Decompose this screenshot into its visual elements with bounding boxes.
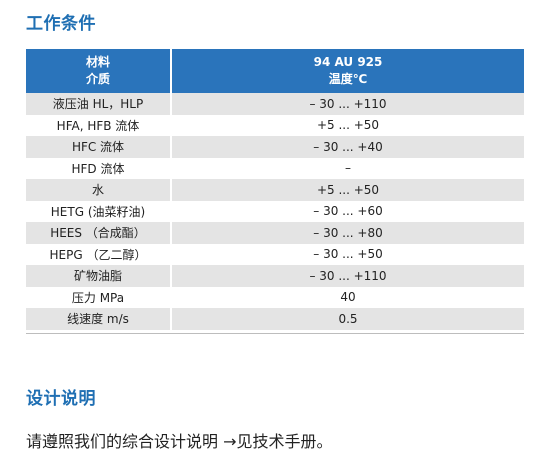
table-row: HFA, HFB 流体 +5 ... +50 — [26, 114, 524, 136]
header-material-medium: 材料 介质 — [26, 49, 172, 93]
row-medium-name: HEPG （乙二醇） — [26, 243, 172, 265]
row-temperature-value: 40 — [171, 286, 524, 308]
table-row: 液压油 HL，HLP – 30 ... +110 — [26, 93, 524, 115]
row-temperature-value: 0.5 — [171, 308, 524, 330]
row-medium-name: HFC 流体 — [26, 136, 172, 158]
header-medium-label: 介质 — [85, 72, 110, 86]
row-medium-name: 压力 MPa — [26, 286, 172, 308]
row-temperature-value: – 30 ... +50 — [171, 243, 524, 265]
row-medium-name: HETG (油菜籽油) — [26, 200, 172, 222]
row-medium-name: HFD 流体 — [26, 157, 172, 179]
table-row: HEPG （乙二醇） – 30 ... +50 — [26, 243, 524, 265]
table-row: 水 +5 ... +50 — [26, 179, 524, 201]
header-temperature-label: 温度℃ — [328, 72, 368, 86]
table-row: HFC 流体 – 30 ... +40 — [26, 136, 524, 158]
design-notes-text: 请遵照我们的综合设计说明 →见技术手册。 — [26, 432, 333, 451]
section-title-operating-conditions: 工作条件 — [26, 14, 96, 34]
operating-conditions-table: 材料 介质 94 AU 925 温度℃ 液压油 HL，HLP – 30 ... +… — [26, 49, 524, 330]
row-temperature-value: +5 ... +50 — [171, 179, 524, 201]
row-temperature-value: – 30 ... +80 — [171, 222, 524, 244]
header-compound-label: 94 AU 925 — [313, 55, 383, 69]
row-medium-name: 线速度 m/s — [26, 308, 172, 330]
row-temperature-value: – — [171, 157, 524, 179]
table-row: 压力 MPa 40 — [26, 286, 524, 308]
table-row: HEES （合成酯） – 30 ... +80 — [26, 222, 524, 244]
table-bottom-border — [26, 333, 524, 334]
row-medium-name: 液压油 HL，HLP — [26, 93, 172, 115]
row-temperature-value: – 30 ... +110 — [171, 93, 524, 115]
table-row: HFD 流体 – — [26, 157, 524, 179]
header-compound-temperature: 94 AU 925 温度℃ — [171, 49, 524, 93]
table-header-row: 材料 介质 94 AU 925 温度℃ — [26, 49, 524, 93]
row-temperature-value: +5 ... +50 — [171, 114, 524, 136]
section-title-design-notes: 设计说明 — [26, 389, 96, 409]
row-temperature-value: – 30 ... +60 — [171, 200, 524, 222]
row-medium-name: HFA, HFB 流体 — [26, 114, 172, 136]
row-medium-name: HEES （合成酯） — [26, 222, 172, 244]
table-row: HETG (油菜籽油) – 30 ... +60 — [26, 200, 524, 222]
row-medium-name: 矿物油脂 — [26, 265, 172, 287]
table-row: 线速度 m/s 0.5 — [26, 308, 524, 330]
row-medium-name: 水 — [26, 179, 172, 201]
header-material-label: 材料 — [85, 55, 110, 69]
row-temperature-value: – 30 ... +110 — [171, 265, 524, 287]
row-temperature-value: – 30 ... +40 — [171, 136, 524, 158]
table-row: 矿物油脂 – 30 ... +110 — [26, 265, 524, 287]
